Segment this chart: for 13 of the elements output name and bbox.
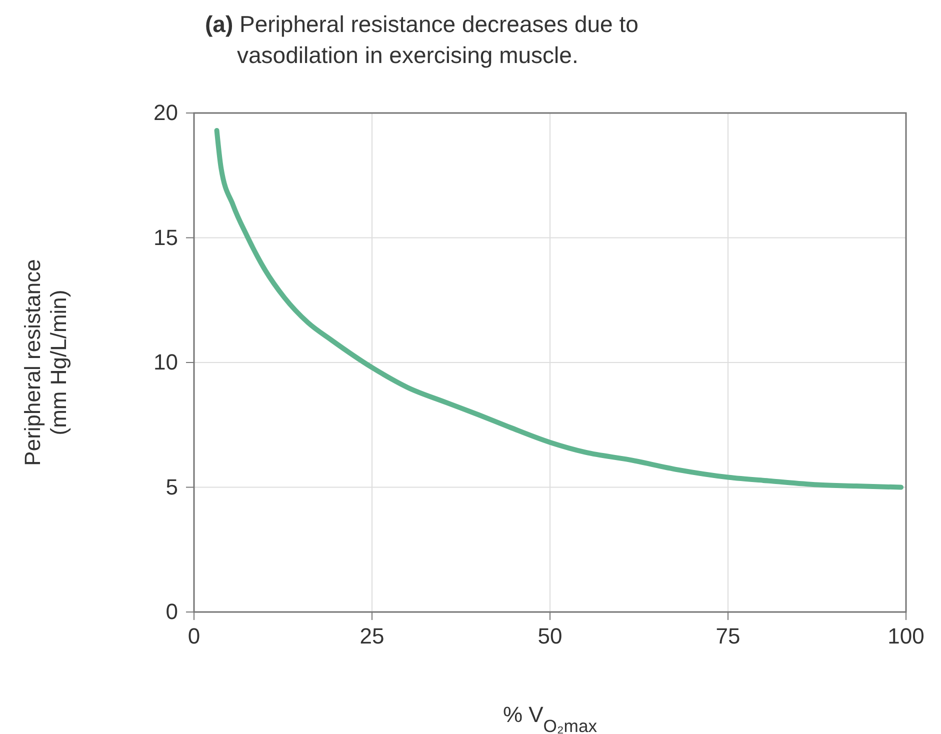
chart-title: (a) Peripheral resistance decreases due to vasodilation in exercising muscle. [205,11,638,68]
x-axis-title: % V$_{O₂max}$ [502,702,598,734]
x-tick-label: 50 [538,624,562,649]
y-tick-label: 15 [154,224,178,250]
y-tick-label: 5 [166,474,178,500]
x-tick-label: 25 [360,624,384,649]
y-tick-label: 0 [166,599,178,624]
y-tick-label: 10 [154,350,178,375]
x-tick-label: 75 [716,624,740,649]
x-tick-label: 100 [888,624,924,649]
y-tick-label: 20 [154,100,178,126]
y-axis-title: Peripheral resistance (mm Hg/L/min) [20,259,71,466]
x-tick-label: 0 [188,624,200,649]
